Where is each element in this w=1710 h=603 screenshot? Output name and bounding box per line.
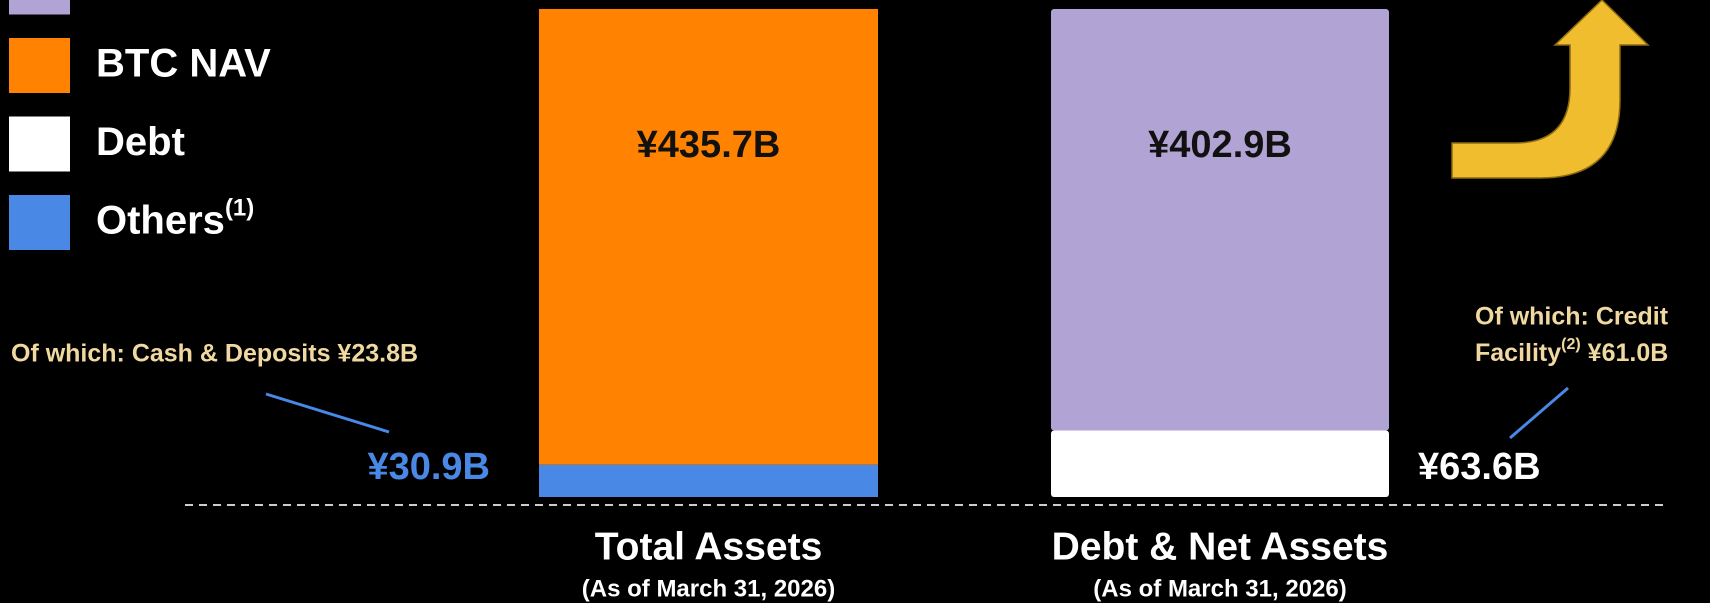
footnote: (2) xyxy=(1561,336,1581,353)
connector xyxy=(1509,386,1569,440)
up-arrow xyxy=(1451,0,1650,179)
legend-label: Others(1) xyxy=(96,195,254,242)
legend-swatch xyxy=(9,195,70,250)
category-label: Debt & Net Assets xyxy=(1052,525,1389,568)
legend-swatch xyxy=(9,116,70,172)
legend-text: Debt xyxy=(96,120,185,164)
credit-annotation: Facility(2) ¥61.0B xyxy=(1475,336,1668,366)
value-label: ¥402.9B xyxy=(1148,124,1292,166)
annotation-text: Facility xyxy=(1475,339,1561,367)
legend-swatch xyxy=(9,0,70,15)
annotation-text: ¥61.0B xyxy=(1581,339,1669,367)
legend-label: Debt xyxy=(96,120,185,164)
legend-swatch xyxy=(9,38,70,93)
credit-annotation: Of which: Credit xyxy=(1475,303,1669,331)
category-note: (As of March 31, 2026) xyxy=(1093,575,1346,602)
value-label: ¥435.7B xyxy=(637,124,781,166)
legend-footnote: (1) xyxy=(225,195,254,222)
value-label: ¥63.6B xyxy=(1418,446,1541,488)
legend-label: Net Assets xyxy=(96,0,301,7)
category-label: Total Assets xyxy=(595,525,823,568)
bar-segment xyxy=(539,8,878,465)
bar-segment xyxy=(1051,9,1389,431)
category-note: (As of March 31, 2026) xyxy=(582,575,835,602)
legend-text: Others xyxy=(96,198,225,242)
bar-segment xyxy=(539,464,878,497)
bar-segment xyxy=(1051,430,1389,497)
cash-annotation: Of which: Cash & Deposits ¥23.8B xyxy=(11,340,418,368)
legend-label: BTC NAV xyxy=(96,41,271,85)
legend-text: BTC NAV xyxy=(96,41,271,85)
connector xyxy=(265,392,390,434)
legend-text: Net Assets xyxy=(96,0,301,7)
value-label: ¥30.9B xyxy=(367,446,490,488)
